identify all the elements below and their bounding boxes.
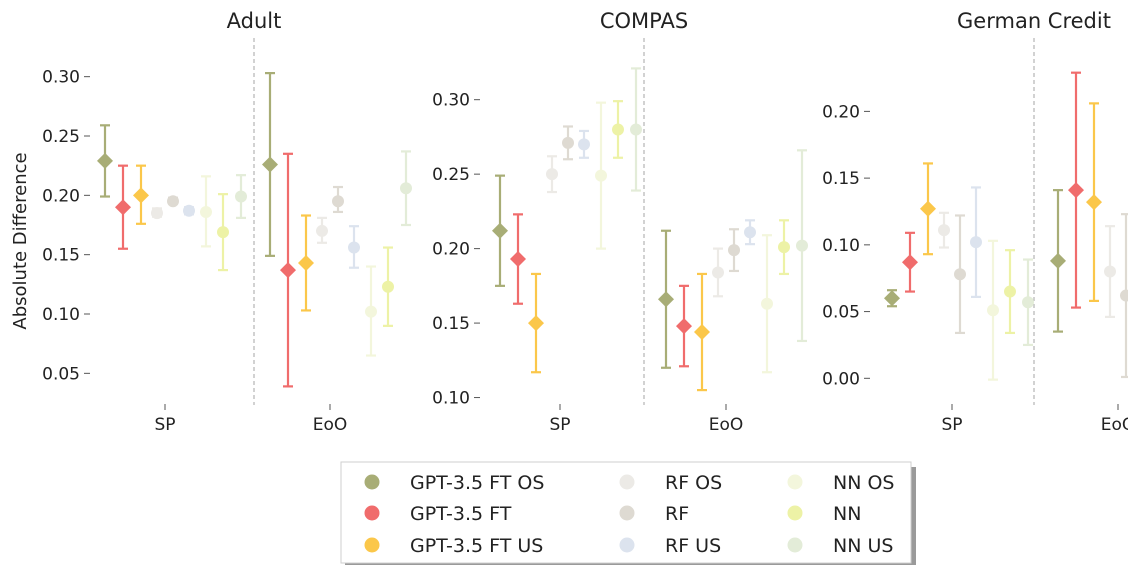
- panel-2: German Credit 0.00 0.05 0.10 0.15 0.20 SP EoO: [822, 9, 1128, 435]
- data-point-circle: [348, 241, 360, 254]
- panel-0: Adult 0.05 0.10 0.15 0.20 0.25 0.30 SP EoO: [42, 9, 412, 435]
- legend-label: NN OS: [833, 472, 894, 494]
- data-point-circle: [365, 305, 377, 318]
- y-tick-label: 0.20: [822, 102, 860, 122]
- data-point-circle: [183, 204, 195, 217]
- y-tick-label: 0.30: [432, 91, 470, 111]
- y-tick-label: 0.20: [432, 240, 470, 260]
- y-tick-label: 0.15: [432, 314, 470, 334]
- legend-label: NN: [833, 503, 861, 525]
- y-tick-label: 0.05: [822, 303, 860, 323]
- panel-title: COMPAS: [600, 9, 688, 33]
- data-point-circle: [578, 138, 590, 151]
- data-point-circle: [728, 244, 740, 257]
- data-point-diamond: [1086, 194, 1102, 211]
- legend-marker: [364, 474, 380, 490]
- legend-label: NN US: [833, 535, 893, 557]
- legend-marker: [787, 474, 803, 490]
- data-point-circle: [987, 304, 999, 317]
- data-point-circle: [970, 236, 982, 249]
- data-point-diamond: [528, 315, 544, 332]
- data-point-circle: [562, 136, 574, 149]
- panel-title: Adult: [227, 9, 282, 33]
- x-tick-label: SP: [154, 415, 175, 435]
- y-tick-label: 0.10: [42, 305, 80, 325]
- data-point-circle: [796, 239, 808, 252]
- legend-marker: [787, 537, 803, 553]
- legend-label: RF OS: [665, 472, 722, 494]
- y-tick-label: 0.05: [42, 364, 80, 384]
- x-tick-label: EoO: [313, 415, 348, 435]
- legend-label: RF US: [665, 535, 721, 557]
- legend: GPT-3.5 FT OS GPT-3.5 FT GPT-3.5 FT US RF O…: [340, 461, 916, 565]
- data-point-circle: [546, 168, 558, 181]
- data-point-diamond: [920, 200, 936, 217]
- y-tick-label: 0.15: [822, 169, 860, 189]
- data-point-circle: [316, 224, 328, 237]
- legend-label: RF: [665, 503, 689, 525]
- data-point-circle: [400, 182, 412, 195]
- y-tick-label: 0.10: [822, 236, 860, 256]
- data-point-diamond: [262, 156, 278, 173]
- legend-marker: [619, 537, 635, 553]
- x-tick-label: EoO: [1101, 415, 1128, 435]
- legend-marker: [787, 505, 803, 521]
- data-point-circle: [332, 195, 344, 208]
- y-tick-label: 0.00: [822, 369, 860, 389]
- y-tick-label: 0.15: [42, 246, 80, 266]
- data-point-circle: [1022, 296, 1034, 309]
- y-tick-label: 0.25: [432, 165, 470, 185]
- data-point-circle: [382, 280, 394, 293]
- data-point-diamond: [510, 251, 526, 268]
- data-point-diamond: [658, 291, 674, 308]
- data-point-diamond: [133, 187, 149, 204]
- x-tick-label: SP: [941, 415, 962, 435]
- data-point-circle: [151, 207, 163, 220]
- data-point-diamond: [492, 222, 508, 239]
- data-point-circle: [595, 169, 607, 182]
- data-point-circle: [235, 190, 247, 203]
- data-point-circle: [778, 241, 790, 254]
- legend-marker: [619, 505, 635, 521]
- y-tick-label: 0.10: [432, 389, 470, 409]
- panel-1: COMPAS 0.10 0.15 0.20 0.25 0.30 SP EoO: [432, 9, 808, 435]
- data-point-circle: [954, 268, 966, 281]
- data-point-diamond: [694, 324, 710, 341]
- data-point-diamond: [676, 318, 692, 335]
- data-point-circle: [712, 266, 724, 279]
- legend-marker: [364, 537, 380, 553]
- data-point-diamond: [298, 254, 314, 271]
- data-point-circle: [1120, 289, 1128, 302]
- x-tick-label: SP: [549, 415, 570, 435]
- x-tick-label: EoO: [709, 415, 744, 435]
- panel-title: German Credit: [957, 9, 1111, 33]
- legend-marker: [619, 474, 635, 490]
- legend-label: GPT-3.5 FT: [410, 503, 512, 525]
- y-tick-label: 0.30: [42, 68, 80, 88]
- data-point-diamond: [884, 290, 900, 307]
- data-point-diamond: [902, 254, 918, 271]
- data-point-circle: [200, 205, 212, 218]
- data-point-circle: [217, 226, 229, 239]
- data-point-diamond: [1050, 252, 1066, 269]
- data-point-diamond: [280, 262, 296, 279]
- legend-label: GPT-3.5 FT OS: [410, 472, 544, 494]
- y-tick-label: 0.20: [42, 186, 80, 206]
- data-point-circle: [1004, 285, 1016, 298]
- legend-label: GPT-3.5 FT US: [410, 535, 543, 557]
- data-point-circle: [1104, 265, 1116, 278]
- data-point-circle: [612, 123, 624, 136]
- y-axis-label: Absolute Difference: [10, 152, 31, 329]
- y-tick-label: 0.25: [42, 127, 80, 147]
- data-point-circle: [761, 297, 773, 310]
- data-point-diamond: [115, 199, 131, 216]
- data-point-circle: [744, 226, 756, 239]
- data-point-circle: [167, 195, 179, 208]
- legend-marker: [364, 505, 380, 521]
- data-point-circle: [938, 224, 950, 237]
- data-point-diamond: [97, 152, 113, 169]
- data-point-circle: [630, 123, 642, 136]
- data-point-diamond: [1068, 182, 1084, 199]
